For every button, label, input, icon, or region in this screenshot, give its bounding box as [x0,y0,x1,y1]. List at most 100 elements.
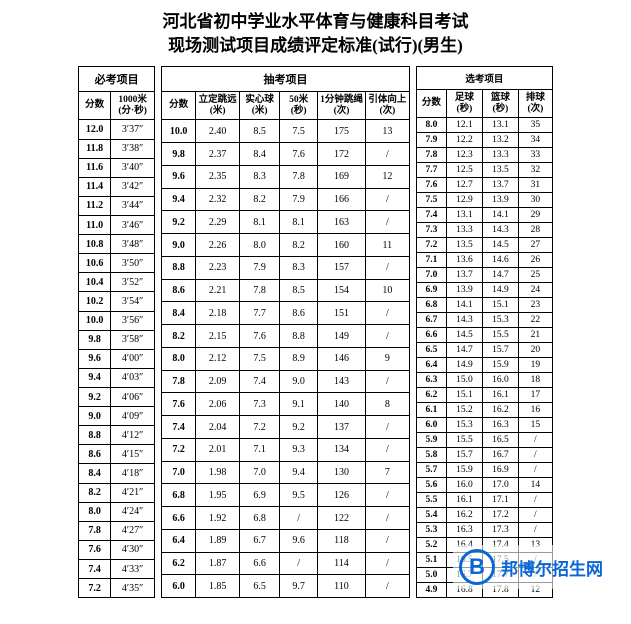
table-cell: 3′54″ [111,292,155,311]
table-row: 7.64′30″ [79,540,155,559]
table-cell: / [365,552,409,575]
table-cell: 15.5 [446,433,482,448]
table-cell: 9.1 [280,393,318,416]
table-cell: 13.9 [482,193,518,208]
table-row: 11.03′46″ [79,215,155,234]
table-cell: 15.9 [482,358,518,373]
table-row: 7.313.314.328 [416,223,552,238]
table-cell: 22 [518,313,552,328]
required-table: 必考项目 分数1000米(分·秒) 12.03′37″11.83′38″11.6… [78,66,155,599]
table-cell: 2.37 [196,143,240,166]
table-cell: 7.7 [416,163,446,178]
title-line-1: 河北省初中学业水平体育与健康科目考试 [0,10,631,34]
table-cell: / [365,188,409,211]
table-row: 9.02.268.08.216011 [162,234,410,257]
table-cell: 6.2 [162,552,196,575]
table-row: 6.714.315.322 [416,313,552,328]
table-cell: 15.7 [482,343,518,358]
table-cell: 16.2 [482,403,518,418]
test-header: 抽考项目 [162,66,410,91]
table-cell: 9.6 [162,165,196,188]
table-cell: 8.6 [162,279,196,302]
table-row: 5.815.716.7/ [416,448,552,463]
table-row: 6.61.926.8/122/ [162,507,410,530]
table-row: 5.715.916.9/ [416,463,552,478]
table-row: 6.514.715.720 [416,343,552,358]
table-cell: 8.2 [240,188,280,211]
table-cell: 8 [365,393,409,416]
table-cell: 14.5 [482,238,518,253]
column-header: 实心球(米) [240,91,280,120]
table-cell: 15.1 [446,388,482,403]
table-cell: 163 [318,211,366,234]
table-cell: 7.2 [416,238,446,253]
table-cell: 16.3 [482,418,518,433]
table-cell: 7.9 [416,133,446,148]
table-row: 7.42.047.29.2137/ [162,416,410,439]
table-cell: 3′56″ [111,311,155,330]
table-row: 6.41.896.79.6118/ [162,529,410,552]
table-row: 6.315.016.018 [416,373,552,388]
table-cell: 12.3 [446,148,482,163]
test-table: 抽考项目 分数立定跳远(米)实心球(米)50米(秒)1分钟跳绳(次)引体向上(次… [161,66,410,599]
table-cell: 6.0 [162,575,196,598]
table-cell: 7.4 [240,370,280,393]
table-cell: 1.87 [196,552,240,575]
table-cell: / [518,493,552,508]
table-cell: 16.9 [482,463,518,478]
table-row: 8.24′21″ [79,483,155,502]
table-cell: / [365,302,409,325]
table-row: 5.516.117.1/ [416,493,552,508]
column-header: 引体向上(次) [365,91,409,120]
table-cell: 9.5 [280,484,318,507]
table-cell: 2.21 [196,279,240,302]
table-cell: 14.3 [482,223,518,238]
table-cell: / [518,448,552,463]
table-cell: 6.8 [162,484,196,507]
table-cell: 1.98 [196,461,240,484]
column-header: 50米(秒) [280,91,318,120]
table-cell: / [280,507,318,530]
table-cell: 7.3 [416,223,446,238]
table-row: 6.614.515.521 [416,328,552,343]
table-row: 10.02.408.57.517513 [162,120,410,143]
table-cell: 137 [318,416,366,439]
table-cell: 6.6 [416,328,446,343]
title-line-2: 现场测试项目成绩评定标准(试行)(男生) [0,34,631,58]
table-cell: 7.2 [79,579,111,598]
table-cell: 6.6 [240,552,280,575]
table-cell: 31 [518,178,552,193]
table-row: 6.81.956.99.5126/ [162,484,410,507]
table-cell: 15 [518,418,552,433]
table-cell: 2.35 [196,165,240,188]
table-cell: 8.3 [240,165,280,188]
table-cell: 8.1 [240,211,280,234]
table-cell: 5.9 [416,433,446,448]
table-cell: 169 [318,165,366,188]
table-cell: 6.3 [416,373,446,388]
table-cell: 3′42″ [111,177,155,196]
table-cell: 10.0 [79,311,111,330]
table-cell: 8.6 [280,302,318,325]
table-cell: 4′21″ [111,483,155,502]
elective-table: 选考项目 分数足球(秒)篮球(秒)排球(次) 8.012.113.1357.91… [416,66,553,599]
table-cell: 143 [318,370,366,393]
table-cell: 14.3 [446,313,482,328]
table-cell: 3′40″ [111,158,155,177]
table-cell: 11.6 [79,158,111,177]
table-cell: 3′46″ [111,215,155,234]
table-cell: 9.6 [280,529,318,552]
table-cell: 10.4 [79,273,111,292]
table-cell: 114 [318,552,366,575]
table-cell: 5.2 [416,538,446,553]
table-cell: / [518,523,552,538]
table-cell: 6.6 [162,507,196,530]
table-cell: 8.8 [79,426,111,445]
table-cell: 6.1 [416,403,446,418]
column-header: 分数 [416,89,446,118]
table-cell: 4′12″ [111,426,155,445]
table-cell: 8.2 [162,325,196,348]
table-cell: 6.8 [240,507,280,530]
required-header: 必考项目 [79,66,155,91]
table-cell: 13.3 [446,223,482,238]
